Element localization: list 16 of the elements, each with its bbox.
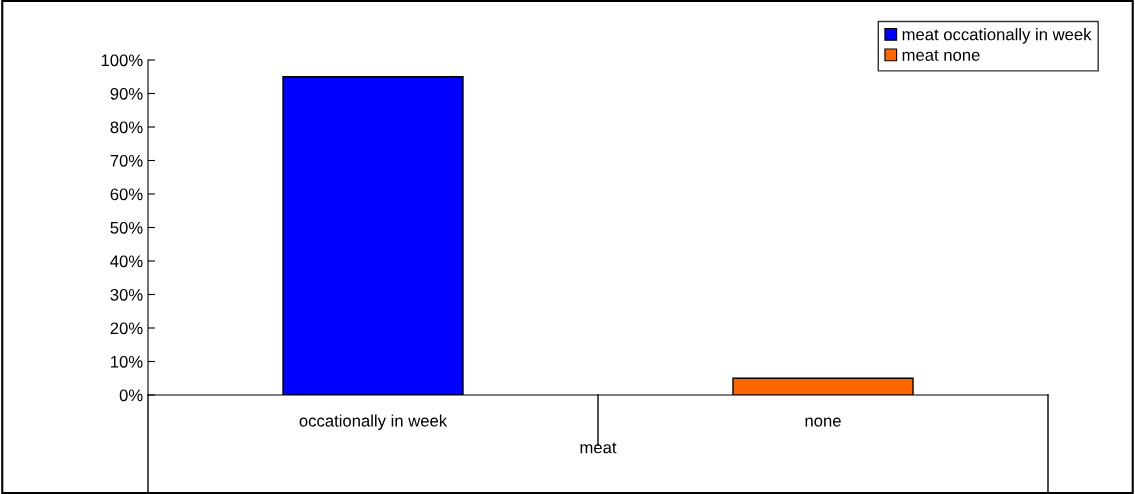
y-tick-label: 10% xyxy=(111,355,143,368)
x-axis-title: meat xyxy=(580,442,617,454)
legend-label: meat occationally in week xyxy=(902,28,1092,44)
x-tick-label: none xyxy=(805,417,841,427)
y-tick-label: 40% xyxy=(110,255,143,268)
y-tick-label: 0% xyxy=(119,389,143,402)
y-tick-label: 60% xyxy=(110,188,143,201)
y-tick-label: 20% xyxy=(110,322,143,335)
y-tick-label: 30% xyxy=(110,288,143,301)
y-tick-label: 90% xyxy=(110,87,143,100)
y-tick-label: 70% xyxy=(110,154,143,167)
y-tick-label: 80% xyxy=(110,121,143,134)
legend-label: meat none xyxy=(902,49,980,61)
y-tick-label: 100% xyxy=(101,54,143,67)
y-tick-label: 50% xyxy=(110,221,143,234)
x-tick-label: occationally in week xyxy=(299,414,448,430)
